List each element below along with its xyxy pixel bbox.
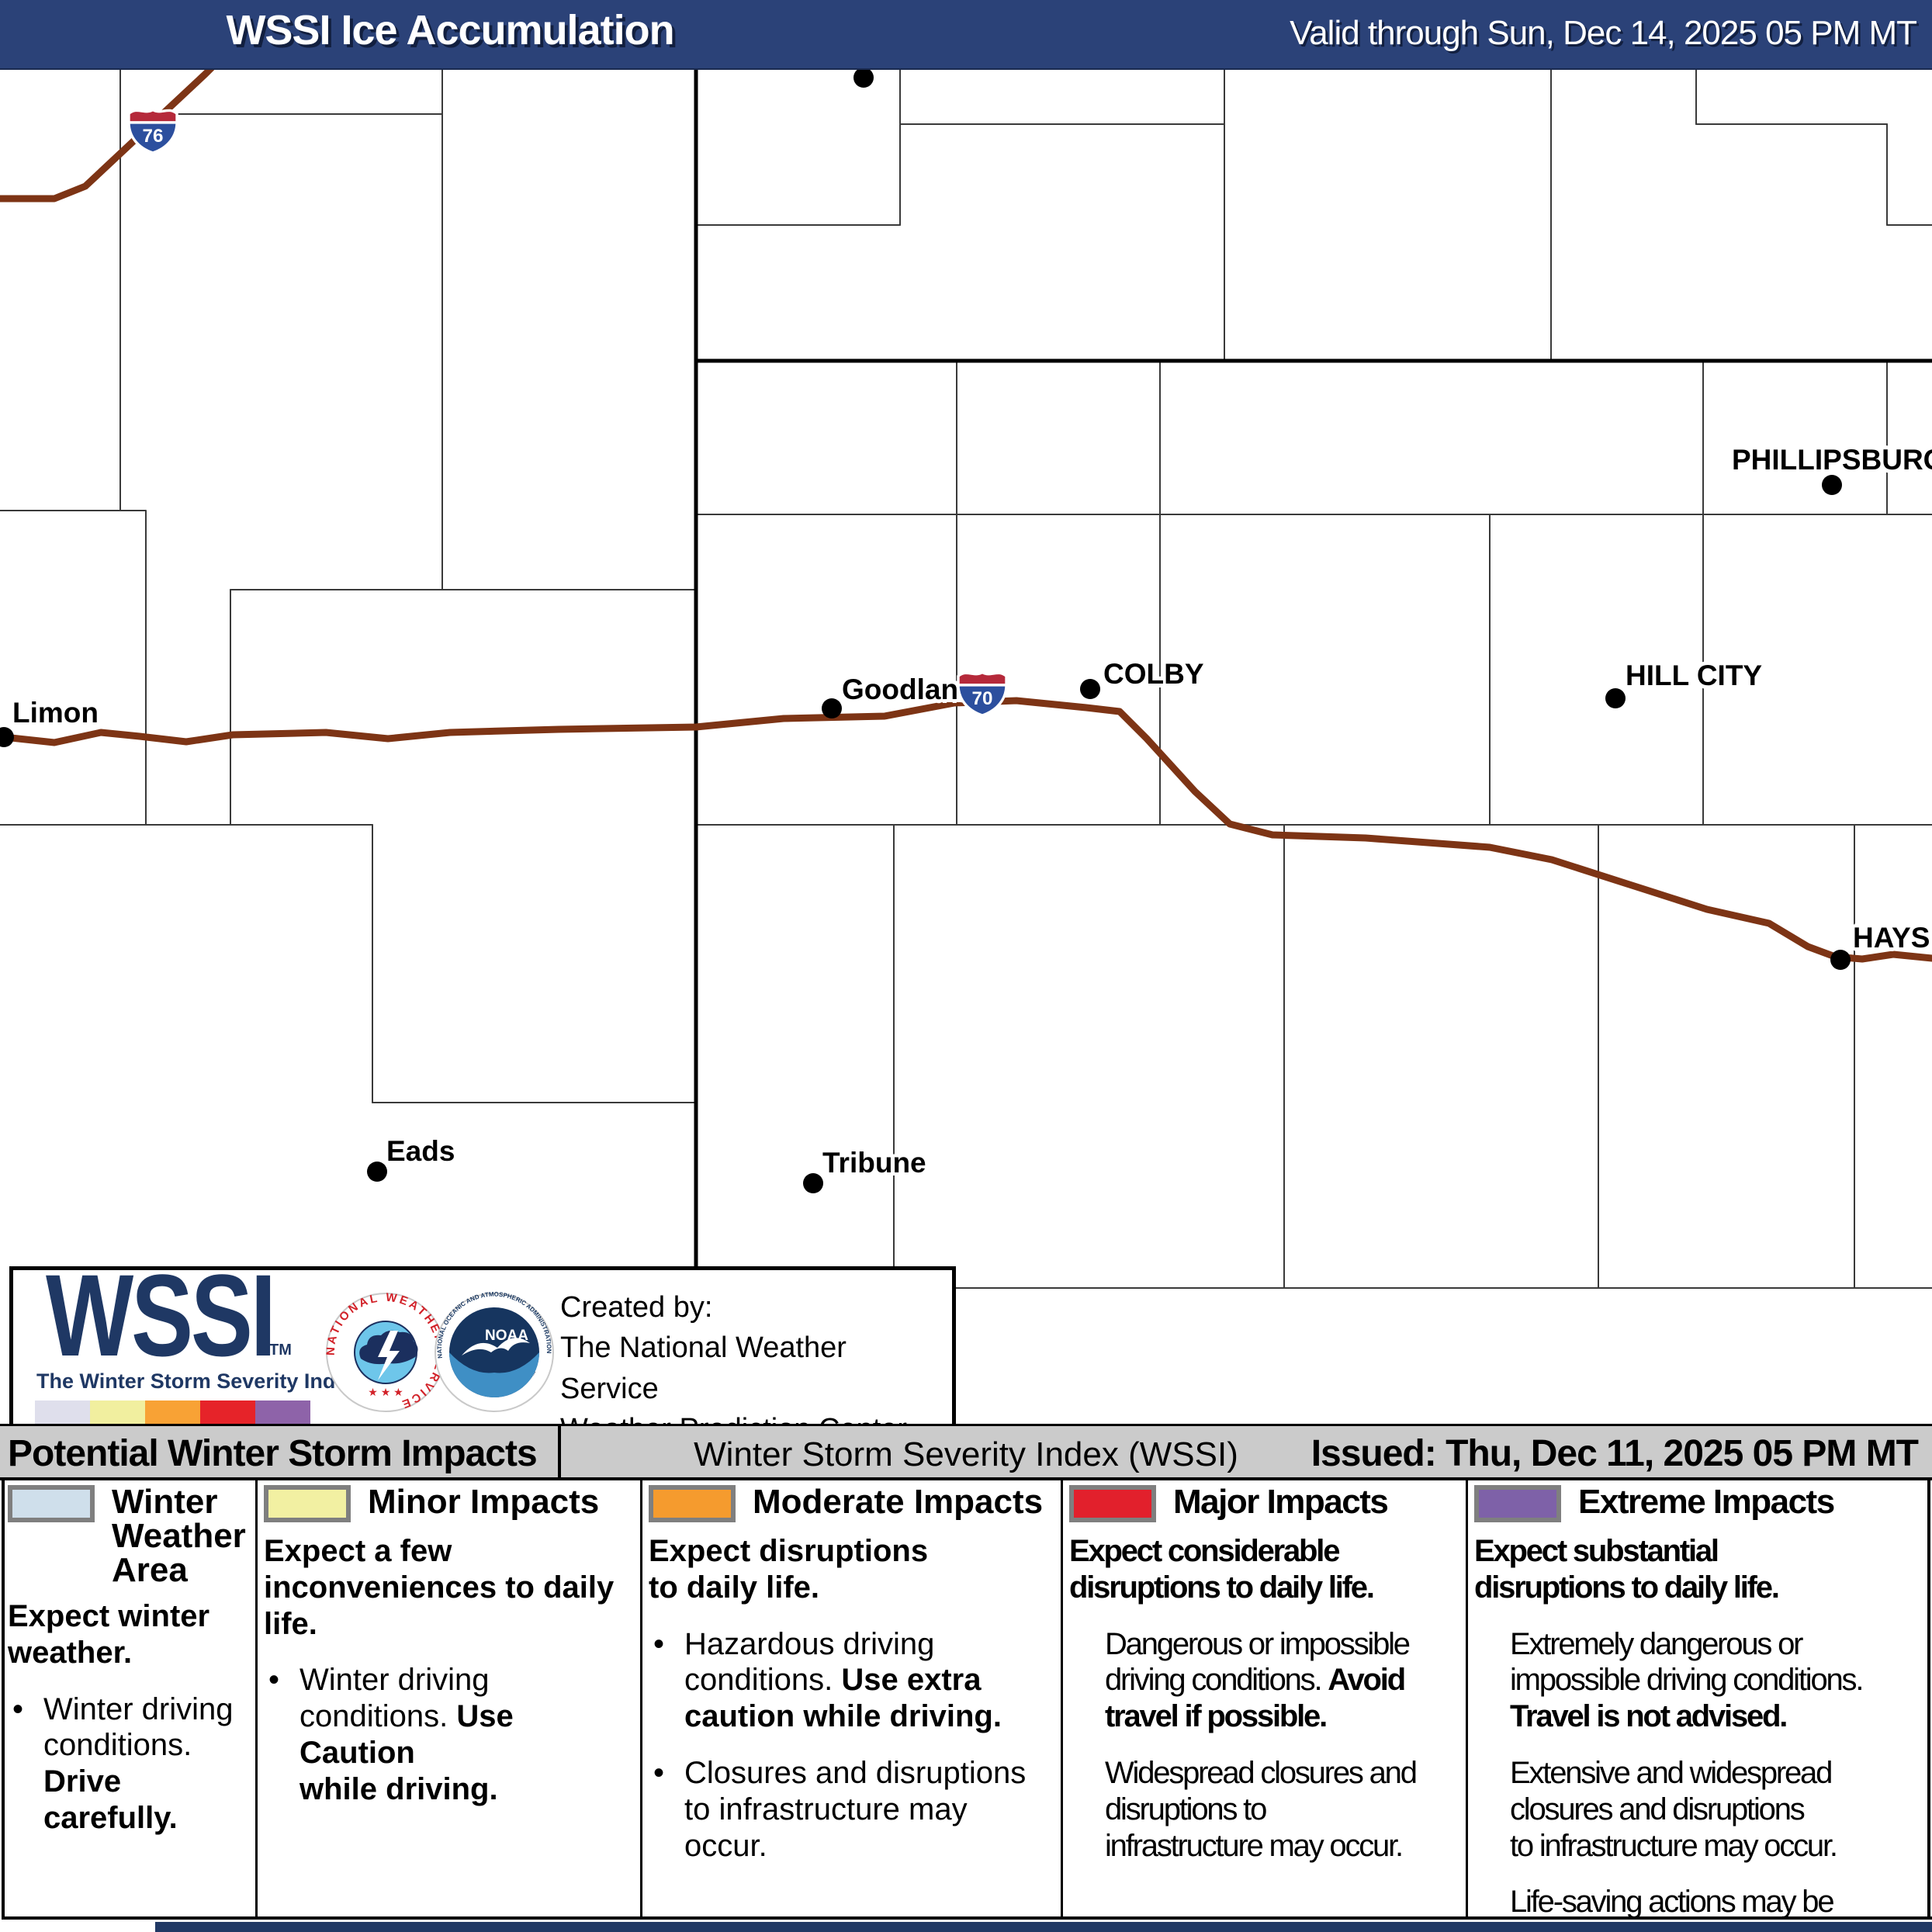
legend-bottom-border <box>2 1916 1932 1920</box>
city-label-phillipsburg: PHILLIPSBURG <box>1732 444 1932 476</box>
legend-column-divider <box>640 1480 642 1920</box>
legend-left-border <box>2 1480 5 1920</box>
legend-item-extreme-impacts-0: Extremely dangerous or impossible driving… <box>1510 1626 1864 1734</box>
issued-text: Issued: Thu, Dec 11, 2025 05 PM MT <box>1311 1433 1919 1474</box>
wssi-colorbar-segment-3 <box>200 1401 255 1424</box>
legend-lead-winter-weather-area: Expect winter weather. <box>8 1599 210 1670</box>
legend-swatch-extreme-impacts <box>1474 1485 1561 1522</box>
legend-lead-moderate-impacts: Expect disruptions to daily life. <box>649 1534 929 1605</box>
city-dot <box>853 68 874 88</box>
city-label-hill-city: HILL CITY <box>1626 660 1763 691</box>
interstate-76-shield-icon: 76 <box>126 106 179 158</box>
trademark-text: TM <box>269 1342 292 1359</box>
legend-right-border <box>1927 1480 1930 1920</box>
city-label-colby: COLBY <box>1103 658 1204 690</box>
city-dot-colby <box>1080 679 1100 699</box>
legend-column-divider <box>1466 1480 1468 1920</box>
potential-impacts-title: Potential Winter Storm Impacts <box>8 1433 538 1474</box>
legend-lead-major-impacts: Expect considerable disruptions to daily… <box>1069 1534 1375 1605</box>
wssi-subtitle: Winter Storm Severity Index (WSSI) <box>694 1435 1238 1473</box>
city-dot-goodland <box>822 698 842 718</box>
legend-swatch-winter-weather-area <box>8 1485 95 1522</box>
legend-item-extreme-impacts-1: Extensive and widespread closures and dis… <box>1510 1755 1838 1863</box>
legend-column-minor-impacts: Minor Impacts Expect a few inconveniences… <box>256 1480 641 1920</box>
city-label-limon: Limon <box>12 697 99 729</box>
wssi-colorbar-segment-4 <box>255 1401 310 1424</box>
legend-column-divider <box>255 1480 258 1920</box>
wssi-logo-text: WSSI <box>46 1250 276 1380</box>
legend-column-winter-weather-area: Winter Weather Area Expect winter weather… <box>0 1480 256 1920</box>
city-dot-hill-city <box>1605 688 1626 708</box>
svg-text:76: 76 <box>143 126 164 147</box>
legend-column-major-impacts: Major Impacts Expect considerable disrupt… <box>1061 1480 1466 1920</box>
legend-swatch-major-impacts <box>1069 1485 1156 1522</box>
header-bar: WSSI Ice Accumulation Valid through Sun,… <box>0 0 1932 70</box>
interstate-70-road <box>0 697 1932 963</box>
city-dot-hays <box>1830 950 1851 970</box>
wssi-tagline: The Winter Storm Severity Index <box>36 1369 359 1393</box>
legend-swatch-moderate-impacts <box>649 1485 736 1522</box>
impacts-legend: Winter Weather Area Expect winter weather… <box>0 1480 1932 1932</box>
city-label-hays: HAYS <box>1853 922 1930 954</box>
legend-title-winter-weather-area: Winter Weather Area <box>112 1483 246 1589</box>
page-title: WSSI Ice Accumulation <box>226 7 674 54</box>
wssi-colorbar-segment-2 <box>145 1401 200 1424</box>
wssi-colorbar-segment-1 <box>90 1401 145 1424</box>
city-dot-eads <box>367 1162 387 1182</box>
footer-strip <box>155 1922 1932 1932</box>
impacts-title-bar: Potential Winter Storm Impacts Winter St… <box>0 1424 1932 1480</box>
legend-title-extreme-impacts: Extreme Impacts <box>1578 1483 1835 1521</box>
wssi-severity-colorbar <box>35 1401 310 1424</box>
legend-item-major-impacts-0: Dangerous or impossible driving condition… <box>1105 1626 1411 1734</box>
svg-text:★ ★ ★: ★ ★ ★ <box>368 1386 403 1398</box>
title-cell-divider <box>558 1426 561 1477</box>
legend-lead-extreme-impacts: Expect substantial disruptions to daily … <box>1474 1534 1780 1605</box>
legend-title-minor-impacts: Minor Impacts <box>368 1483 600 1521</box>
svg-text:NOAA: NOAA <box>485 1328 528 1344</box>
city-label-goodland: Goodland <box>842 673 976 705</box>
legend-column-extreme-impacts: Extreme Impacts Expect substantial disrup… <box>1466 1480 1932 1932</box>
legend-column-moderate-impacts: Moderate Impacts Expect disruptions to da… <box>641 1480 1061 1920</box>
city-label-tribune: Tribune <box>822 1147 926 1179</box>
wssi-logo-box: WSSI TM The Winter Storm Severity Index … <box>9 1250 956 1446</box>
city-dot-phillipsburg <box>1822 475 1842 495</box>
city-label-eads: Eads <box>386 1135 455 1167</box>
wssi-colorbar-segment-0 <box>35 1401 90 1424</box>
county-boundary-line <box>119 68 147 826</box>
svg-text:70: 70 <box>972 688 993 709</box>
legend-title-major-impacts: Major Impacts <box>1173 1483 1389 1521</box>
noaa-logo-icon: NATIONAL OCEANIC AND ATMOSPHERIC ADMINIS… <box>432 1290 554 1412</box>
interstate-70-shield-icon: 70 <box>956 669 1009 721</box>
legend-column-divider <box>1061 1480 1063 1920</box>
legend-title-moderate-impacts: Moderate Impacts <box>753 1483 1044 1521</box>
legend-item-major-impacts-1: Widespread closures and disruptions to inf… <box>1105 1755 1418 1863</box>
valid-through-text: Valid through Sun, Dec 14, 2025 05 PM MT <box>1290 14 1917 52</box>
city-dot-limon <box>0 727 14 747</box>
legend-swatch-minor-impacts <box>264 1485 351 1522</box>
city-dot-tribune <box>803 1173 823 1193</box>
legend-lead-minor-impacts: Expect a few inconveniences to daily lif… <box>264 1534 615 1641</box>
